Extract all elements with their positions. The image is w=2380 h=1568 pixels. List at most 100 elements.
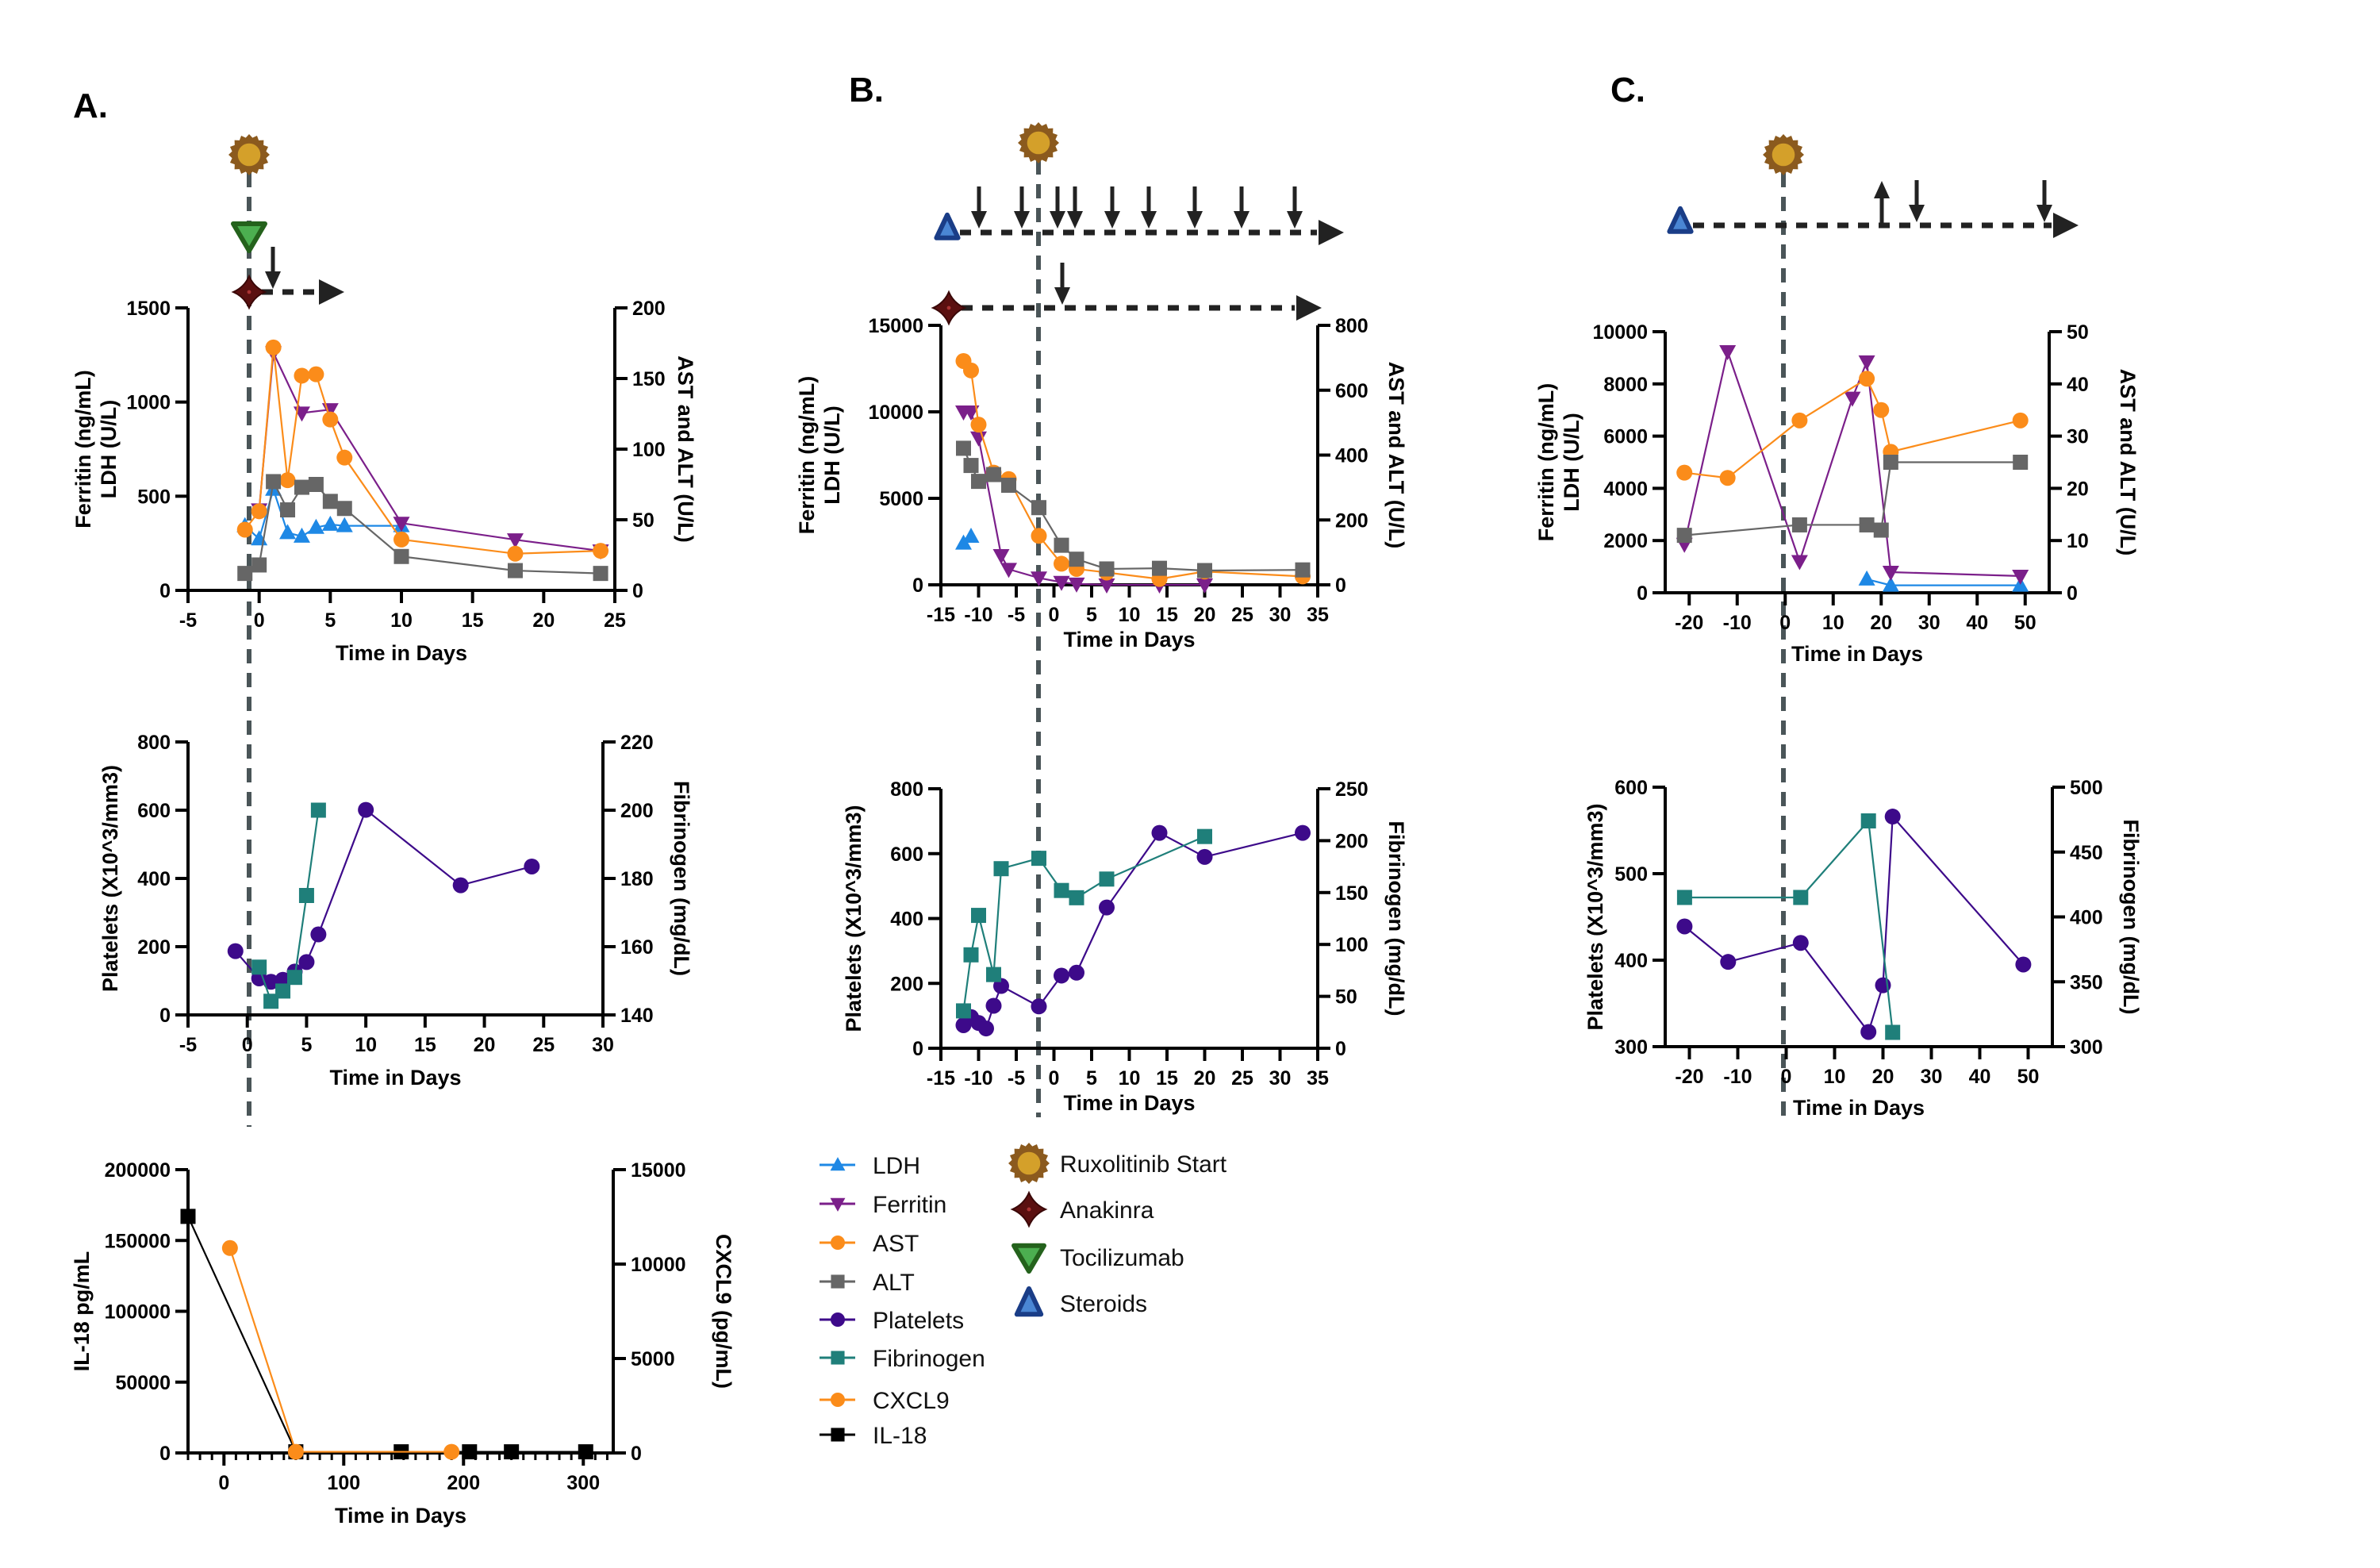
anakinra-star-icon	[1010, 1190, 1048, 1228]
data-point-fibrinogen	[275, 983, 291, 999]
data-point-platelets	[978, 1020, 994, 1037]
x-tick-label: 10	[1824, 1066, 1846, 1088]
y2-tick-label: 220	[620, 732, 654, 754]
y-tick-label: 2000	[1603, 530, 1648, 552]
y-axis-title: Platelets (X10^3/mm3)	[842, 805, 866, 1032]
data-point-fibrinogen	[1031, 851, 1046, 867]
data-point-platelets	[263, 974, 279, 990]
legend-label: Platelets	[873, 1308, 964, 1334]
anakinra-dose-down-arrow	[1054, 263, 1070, 305]
y-tick-label: 10000	[1592, 321, 1648, 344]
legend: LDH Ferritin AST ALT Platelets Fibrinogen CXCL…	[820, 1143, 1227, 1449]
data-point-ferritin	[1068, 577, 1085, 593]
series-platelets	[955, 824, 1311, 1037]
y2-tick-label: 450	[2070, 842, 2103, 864]
x-tick-label: 10	[1119, 604, 1141, 626]
data-point-cxcl9	[443, 1443, 460, 1460]
y2-tick-label: 10000	[631, 1254, 686, 1276]
x-tick-label: 35	[1307, 604, 1329, 626]
x-tick-label: 25	[1231, 604, 1253, 626]
x-tick-label: 20	[1194, 604, 1216, 626]
ruxolitinib-reference-lines	[247, 160, 1786, 1127]
chart-a-mid: -5 0 5 10 15 20 25 30 0 200 400 600 800 140 160 180 200 2…	[98, 732, 693, 1090]
ruxolitinib-sun-icon	[1763, 134, 1804, 175]
steroid-dose-down-arrow	[971, 186, 987, 229]
data-point-fibrinogen	[298, 888, 314, 903]
data-point-ast	[1031, 528, 1047, 544]
x-tick-label: 0	[1781, 1066, 1792, 1088]
panel-label-a: A.	[73, 86, 108, 125]
data-point-platelets	[1720, 954, 1737, 970]
data-point-alt	[1197, 563, 1212, 578]
x-tick-label: 30	[1921, 1066, 1943, 1088]
x-tick-label: 10	[390, 609, 413, 632]
data-point-platelets	[1196, 848, 1213, 865]
data-point-alt	[956, 440, 971, 456]
data-point-ast	[1719, 470, 1736, 486]
data-point-fibrinogen	[1885, 1024, 1901, 1040]
data-point-alt	[308, 477, 324, 492]
legend-item-steroids: Steroids	[1014, 1286, 1147, 1317]
x-axis-title: Time in Days	[1793, 1096, 1925, 1120]
legend-label: LDH	[873, 1153, 920, 1179]
steroid-dose-down-arrow	[1014, 186, 1030, 229]
x-tick-label: 50	[2017, 1066, 2040, 1088]
x-tick-label: 50	[2014, 612, 2036, 634]
x-tick-label: 25	[532, 1034, 555, 1056]
data-point-ast	[593, 543, 609, 559]
x-tick-label: -5	[1008, 604, 1025, 626]
x-tick-label: -5	[179, 609, 197, 632]
data-point-ast	[294, 367, 310, 384]
series-ast	[1676, 371, 2029, 486]
x-tick-label: 5	[301, 1034, 312, 1056]
series-line-il-18	[186, 1216, 586, 1453]
data-point-ldh	[293, 527, 310, 543]
y2-tick-label: 800	[1335, 315, 1368, 337]
x-tick-label: 30	[1918, 612, 1940, 634]
x-tick-label: -10	[1723, 1066, 1752, 1088]
y-tick-label: 400	[137, 868, 171, 890]
x-tick-label: 15	[462, 609, 484, 632]
y-axis-title: Ferritin (ng/mL)LDH (U/L)	[795, 376, 844, 534]
y-tick-label: 800	[137, 732, 171, 754]
y2-tick-label: 250	[1335, 778, 1368, 801]
x-tick-label: 5	[1086, 1067, 1097, 1090]
chart-b-bottom: -15 -10 -5 0 5 10 15 20 25 30 35 0 200 400 600 800 0 50 10…	[842, 778, 1408, 1115]
x-tick-label: -20	[1675, 1066, 1703, 1088]
series-line-platelets	[234, 808, 532, 983]
y-axis-title: Ferritin (ng/mL)LDH (U/L)	[71, 370, 121, 528]
steroid-dose-down-arrow	[1067, 186, 1083, 229]
data-point-ast	[279, 472, 296, 489]
y2-tick-label: 0	[632, 580, 643, 602]
x-axis-title: Time in Days	[1063, 628, 1195, 651]
y-axis-title: Ferritin (ng/mL)LDH (U/L)	[1534, 383, 1583, 541]
steroids-triangle-icon	[1667, 206, 1694, 234]
legend-item-ferritin: Ferritin	[820, 1192, 946, 1218]
x-tick-label: 20	[532, 609, 555, 632]
x-tick-label: 10	[1822, 612, 1844, 634]
x-tick-label: 0	[1779, 612, 1791, 634]
legend-treatments: Ruxolitinib Start Anakinra Tocilizumab Ster…	[1008, 1143, 1227, 1317]
x-tick-label: 20	[1870, 612, 1892, 634]
data-point-il-18	[180, 1209, 196, 1224]
y-tick-label: 600	[1614, 777, 1648, 799]
y2-tick-label: 0	[1335, 1038, 1346, 1060]
ruxolitinib-sun-icon	[1008, 1143, 1050, 1184]
y-tick-label: 5000	[879, 488, 923, 510]
x-tick-label: -5	[179, 1034, 197, 1056]
timeline-arrowhead	[1296, 295, 1322, 321]
x-tick-label: 0	[1049, 1067, 1060, 1090]
data-point-alt	[251, 557, 267, 573]
timeline-a	[228, 134, 344, 310]
series-line-alt	[962, 448, 1303, 572]
steroid-dose-up-arrow	[1874, 181, 1890, 224]
y-tick-label: 200	[137, 936, 171, 959]
data-point-alt	[322, 494, 338, 509]
data-point-ferritin	[1098, 578, 1115, 594]
data-point-ast	[2012, 412, 2029, 429]
data-point-alt	[336, 501, 352, 517]
x-tick-label: -5	[1008, 1067, 1025, 1090]
y-tick-label: 0	[912, 1038, 923, 1060]
legend-marker-ldh	[830, 1157, 846, 1171]
steroid-dose-down-arrow	[1187, 186, 1203, 229]
